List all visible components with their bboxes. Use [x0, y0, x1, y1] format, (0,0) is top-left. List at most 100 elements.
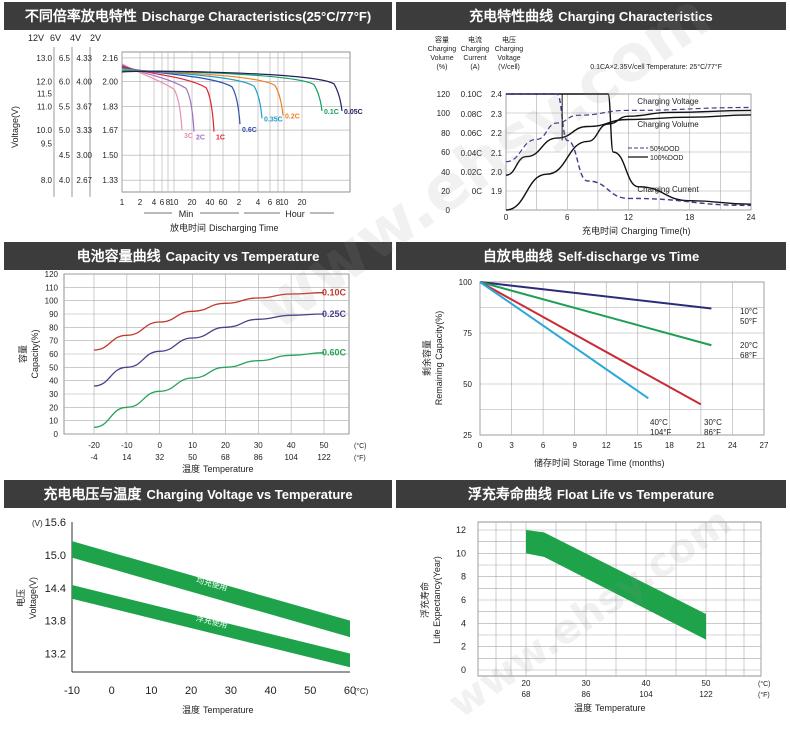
discharge-series-label-0.6C: 0.6C	[242, 127, 257, 134]
charging-curve-0	[505, 114, 752, 176]
discharge-title-cn: 不同倍率放电特性	[24, 8, 137, 24]
discharge-4v-tick-3: 3.33	[76, 126, 92, 135]
floatlife-panel: 浮充寿命曲线 Float Life vs Temperature 0 2 4 6 8 10 12…	[396, 480, 786, 722]
selfdischarge-title: 自放电曲线 Self-discharge vs Time	[396, 242, 786, 270]
selfdischarge-x-tick-3: 9	[572, 441, 577, 450]
discharge-2v-tick-3: 1.67	[102, 126, 118, 135]
charging-title: 充电特性曲线 Charging Characteristics	[396, 2, 786, 30]
charging-legend-50-label: 50%DOD	[650, 146, 680, 153]
discharge-4v-tick-2: 3.67	[76, 103, 92, 112]
chargevoltage-x-tick-0: -10	[64, 685, 80, 697]
capacity-y-tick-2: 20	[49, 403, 58, 412]
capacity-x-tick-c-4: 20	[221, 441, 230, 450]
chargevoltage-y-tick-1: 13.8	[45, 616, 66, 628]
selfdischarge-line-3	[479, 281, 649, 400]
discharge-panel: 不同倍率放电特性 Discharge Characteristics(25°C/7…	[4, 2, 392, 238]
capacity-title-en: Capacity vs Temperature	[165, 249, 320, 264]
discharge-chart: 12V 6V 4V 2V 13.0 12.0 11.5 11.0 10.0 9.5 8.0 6.5 6.…	[10, 33, 363, 233]
selfdischarge-chart: 25 50 75 100 0 3 6 9 12 15 18 21 24 27 储存时间 Storage Tim…	[421, 278, 769, 468]
chargevoltage-title-en: Charging Voltage vs Temperature	[146, 487, 353, 502]
capacity-x-tick-c-2: 0	[157, 441, 162, 450]
selfdischarge-y-label-en: Remaining Capacity(%)	[434, 311, 444, 406]
discharge-x-tick-11: 6	[268, 198, 273, 207]
capacity-y-tick-10: 100	[45, 297, 59, 306]
charging-voltage-label: Charging Voltage	[637, 97, 699, 106]
discharge-min-label: Min	[179, 209, 194, 219]
discharge-x-tick-5: 10	[170, 198, 179, 207]
charging-col-header-0-2: Volume	[430, 55, 453, 62]
chargevoltage-y-tick-3: 15.0	[45, 550, 66, 562]
discharge-4v-tick-5: 2.67	[76, 176, 92, 185]
charging-col-header-2-0: 电压	[502, 35, 516, 44]
floatlife-x-tick-c-0: 20	[522, 679, 531, 688]
capacity-x-tick-f-5: 86	[254, 453, 263, 462]
floatlife-x-tick-f-4: 104	[639, 690, 653, 699]
selfdischarge-label-f-1: 68°F	[740, 351, 757, 360]
capacity-y-tick-1: 10	[49, 417, 58, 426]
charging-volume-tick-2: 80	[441, 129, 450, 138]
discharge-6v-tick-0: 6.5	[59, 54, 71, 63]
capacity-series-label-0.60C: 0.60C	[322, 348, 347, 358]
charging-panel: 充电特性曲线 Charging Characteristics 容量 Charging…	[396, 2, 786, 238]
discharge-12v-tick-6: 8.0	[41, 176, 53, 185]
charging-col-header-2-1: Charging	[495, 46, 524, 53]
floatlife-title-en: Float Life vs Temperature	[556, 487, 715, 502]
discharge-series-label-1C: 1C	[216, 135, 225, 142]
charging-volume-50dod	[505, 106, 752, 163]
floatlife-unit-f: (°F)	[758, 691, 770, 699]
selfdischarge-x-tick-5: 15	[633, 441, 642, 450]
discharge-x-label-en: Discharging Time	[209, 223, 279, 233]
selfdischarge-x-tick-6: 18	[665, 441, 674, 450]
discharge-6v-tick-5: 4.0	[59, 176, 71, 185]
discharge-4v-tick-0: 4.33	[76, 54, 92, 63]
capacity-series-label-0.10C: 0.10C	[322, 288, 347, 298]
floatlife-y-label-cn: 浮充寿命	[419, 582, 430, 618]
charging-voltage-tick-3: 2.1	[491, 149, 503, 158]
capacity-x-label-cn: 温度	[182, 463, 200, 474]
discharge-2v-tick-2: 1.83	[102, 103, 118, 112]
capacity-x-tick-f-1: 14	[122, 453, 131, 462]
charging-col-header-2-2: Voltage	[497, 55, 520, 62]
selfdischarge-x-label-cn: 储存时间	[534, 457, 570, 468]
discharge-6v-tick-4: 4.5	[59, 151, 71, 160]
floatlife-band	[526, 530, 706, 640]
charging-chart: 容量 Charging Volume (%) 电流 Charging Current (A) 电…	[428, 35, 756, 236]
chargevoltage-y-label-cn: 电压	[15, 589, 26, 607]
capacity-unit-f: (°F)	[354, 454, 366, 462]
chargevoltage-title: 充电电压与温度 Charging Voltage vs Temperature	[4, 480, 392, 508]
selfdischarge-x-tick-9: 27	[760, 441, 769, 450]
selfdischarge-label-f-3: 104°F	[650, 428, 672, 437]
selfdischarge-x-label-en: Storage Time (months)	[573, 458, 665, 468]
charging-legend-100-label: 100%DOD	[650, 155, 683, 162]
selfdischarge-line-2	[479, 281, 702, 406]
discharge-curve-0.2C	[121, 69, 284, 116]
discharge-scale-header-2: 4V	[70, 33, 81, 43]
chargevoltage-x-label-cn: 温度	[182, 704, 200, 715]
discharge-y-axis-label: Voltage(V)	[10, 106, 20, 148]
discharge-curve-0.05C	[121, 70, 343, 111]
charging-x-tick-3: 18	[685, 213, 694, 222]
capacity-x-label-en: Temperature	[203, 464, 254, 474]
capacity-x-tick-f-6: 104	[284, 453, 298, 462]
charging-curve-2	[506, 93, 752, 205]
chargevoltage-x-tick-6: 50	[304, 685, 316, 697]
floatlife-y-label-en: Life Expectancy(Year)	[432, 556, 442, 644]
selfdischarge-title-cn: 自放电曲线	[482, 248, 553, 264]
capacity-y-tick-7: 70	[49, 337, 58, 346]
discharge-series-label-2C: 2C	[196, 135, 205, 142]
capacity-y-tick-4: 40	[49, 377, 58, 386]
chargevoltage-band-0	[72, 541, 350, 638]
discharge-title-en: Discharge Characteristics(25°C/77°F)	[141, 9, 372, 24]
selfdischarge-y-tick-3: 100	[459, 278, 473, 287]
chargevoltage-band-1	[72, 585, 350, 668]
chargevoltage-y-unit: (V)	[32, 519, 43, 528]
charging-x-tick-2: 12	[624, 213, 633, 222]
floatlife-y-tick-5: 10	[456, 548, 466, 558]
selfdischarge-y-tick-0: 25	[463, 431, 472, 440]
charging-volume-tick-5: 20	[441, 187, 450, 196]
charging-curve-1	[505, 109, 752, 211]
chargevoltage-title-cn: 充电电压与温度	[43, 486, 142, 502]
charging-volume-tick-0: 120	[437, 90, 451, 99]
discharge-x-tick-7: 40	[206, 198, 215, 207]
floatlife-x-tick-c-4: 40	[642, 679, 651, 688]
